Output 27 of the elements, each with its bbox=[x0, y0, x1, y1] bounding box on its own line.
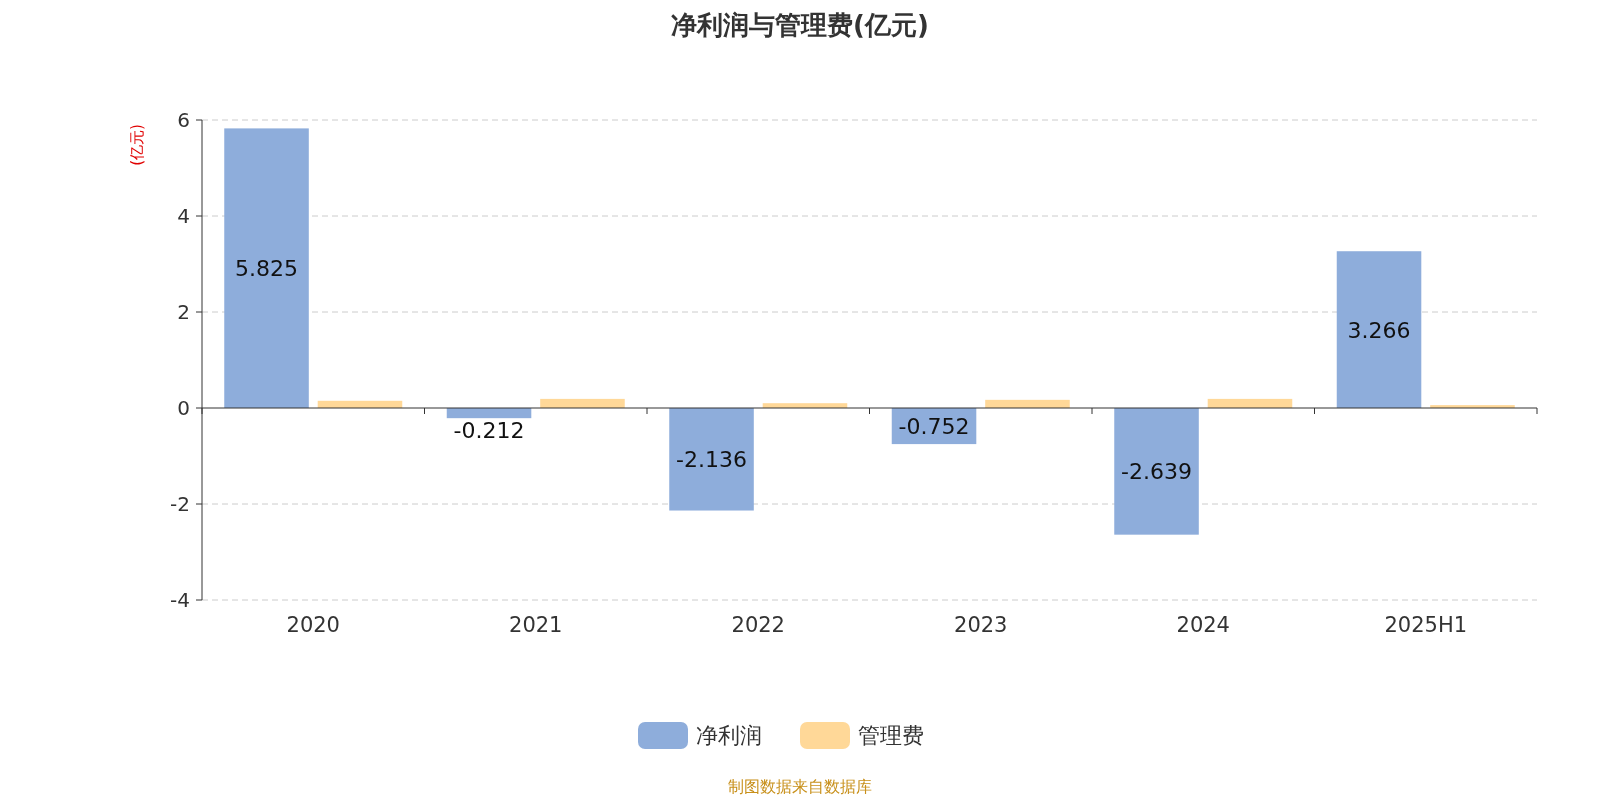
y-tick-label: 0 bbox=[177, 396, 190, 420]
x-tick-label: 2022 bbox=[731, 613, 785, 637]
legend-label: 净利润 bbox=[696, 723, 762, 748]
text: 制图数据来自数据库 bbox=[728, 777, 872, 796]
data-label: -0.212 bbox=[453, 418, 525, 444]
x-tick-label: 2020 bbox=[286, 613, 340, 637]
y-tick-label: 4 bbox=[177, 204, 190, 228]
x-tick-label: 2024 bbox=[1176, 613, 1230, 637]
x-tick-label: 2021 bbox=[509, 613, 563, 637]
data-label: -0.752 bbox=[898, 414, 970, 440]
data-label: 3.266 bbox=[1347, 317, 1411, 343]
x-tick-label: 2023 bbox=[954, 613, 1008, 637]
bar bbox=[669, 408, 754, 511]
legend-label: 管理费 bbox=[858, 723, 924, 748]
y-tick-label: -2 bbox=[170, 492, 190, 516]
y-tick-label: 2 bbox=[177, 300, 190, 324]
data-label: -2.136 bbox=[676, 447, 747, 473]
data-label: -2.639 bbox=[1121, 459, 1192, 485]
chart-title: 净利润与管理费(亿元) bbox=[671, 10, 929, 40]
bar bbox=[1336, 251, 1422, 408]
x-tick-label: 2025H1 bbox=[1384, 613, 1468, 637]
y-axis-title: (亿元) bbox=[128, 124, 146, 166]
y-tick-label: 6 bbox=[177, 108, 190, 132]
data-label: 5.825 bbox=[235, 256, 299, 282]
bar bbox=[224, 128, 309, 408]
y-tick-label: -4 bbox=[170, 588, 190, 612]
bar bbox=[1114, 408, 1199, 535]
